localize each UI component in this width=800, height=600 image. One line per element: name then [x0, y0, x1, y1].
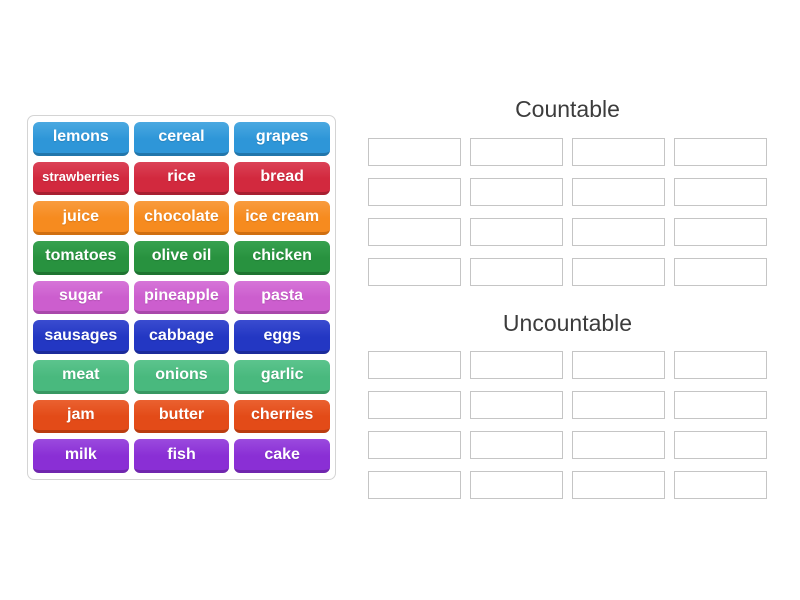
- tile-pineapple[interactable]: pineapple: [133, 280, 230, 315]
- tile-cake[interactable]: cake: [234, 439, 330, 473]
- tile-bread[interactable]: bread: [234, 161, 330, 196]
- tile-eggs[interactable]: eggs: [234, 320, 330, 354]
- uncountable-drop-slot[interactable]: [674, 391, 767, 419]
- uncountable-drop-slot[interactable]: [572, 431, 665, 459]
- countable-drop-slot[interactable]: [470, 138, 563, 166]
- uncountable-drop-slot[interactable]: [674, 431, 767, 459]
- tile-fish[interactable]: fish: [133, 439, 230, 473]
- countable-slot-grid: [368, 138, 767, 286]
- uncountable-drop-slot[interactable]: [572, 471, 665, 499]
- tile-sugar[interactable]: sugar: [33, 280, 129, 315]
- countable-drop-slot[interactable]: [470, 178, 563, 206]
- tile-milk[interactable]: milk: [33, 439, 129, 473]
- uncountable-drop-slot[interactable]: [368, 391, 461, 419]
- tile-cereal[interactable]: cereal: [133, 122, 230, 156]
- uncountable-drop-slot[interactable]: [572, 391, 665, 419]
- uncountable-drop-slot[interactable]: [470, 391, 563, 419]
- tile-rice[interactable]: rice: [133, 161, 230, 196]
- countable-drop-slot[interactable]: [572, 138, 665, 166]
- tile-board: lemons cereal grapes strawberries rice bread j…: [27, 115, 336, 480]
- countable-drop-slot[interactable]: [470, 218, 563, 246]
- countable-drop-slot[interactable]: [674, 258, 767, 286]
- countable-drop-slot[interactable]: [470, 258, 563, 286]
- tile-garlic[interactable]: garlic: [234, 359, 330, 394]
- countable-drop-slot[interactable]: [674, 218, 767, 246]
- tile-ice-cream[interactable]: ice cream: [234, 201, 330, 235]
- countable-drop-slot[interactable]: [572, 218, 665, 246]
- countable-drop-slot[interactable]: [572, 258, 665, 286]
- countable-drop-slot[interactable]: [674, 138, 767, 166]
- tile-pasta[interactable]: pasta: [234, 280, 330, 315]
- countable-drop-slot[interactable]: [572, 178, 665, 206]
- uncountable-drop-slot[interactable]: [368, 351, 461, 379]
- tile-olive-oil[interactable]: olive oil: [133, 240, 230, 275]
- tile-butter[interactable]: butter: [133, 399, 230, 434]
- tile-juice[interactable]: juice: [33, 201, 129, 235]
- tile-sausages[interactable]: sausages: [33, 320, 129, 354]
- tile-chocolate[interactable]: chocolate: [133, 201, 230, 235]
- uncountable-drop-slot[interactable]: [368, 471, 461, 499]
- tile-tomatoes[interactable]: tomatoes: [33, 240, 129, 275]
- uncountable-slot-grid: [368, 351, 767, 499]
- tile-onions[interactable]: onions: [133, 359, 230, 394]
- uncountable-drop-slot[interactable]: [470, 351, 563, 379]
- tile-meat[interactable]: meat: [33, 359, 129, 394]
- uncountable-drop-slot[interactable]: [470, 471, 563, 499]
- tile-grapes[interactable]: grapes: [234, 122, 330, 156]
- uncountable-drop-slot[interactable]: [572, 351, 665, 379]
- uncountable-drop-slot[interactable]: [470, 431, 563, 459]
- uncountable-drop-slot[interactable]: [674, 351, 767, 379]
- tile-cabbage[interactable]: cabbage: [133, 320, 230, 354]
- countable-drop-slot[interactable]: [368, 178, 461, 206]
- countable-drop-slot[interactable]: [368, 138, 461, 166]
- countable-drop-slot[interactable]: [368, 258, 461, 286]
- group-title-uncountable: Uncountable: [502, 310, 633, 336]
- countable-drop-slot[interactable]: [368, 218, 461, 246]
- tile-lemons[interactable]: lemons: [33, 122, 129, 156]
- countable-drop-slot[interactable]: [674, 178, 767, 206]
- tile-strawberries[interactable]: strawberries: [33, 161, 129, 196]
- tile-chicken[interactable]: chicken: [234, 240, 330, 275]
- tile-cherries[interactable]: cherries: [234, 399, 330, 434]
- group-title-countable: Countable: [515, 96, 620, 122]
- tile-jam[interactable]: jam: [33, 399, 129, 434]
- uncountable-drop-slot[interactable]: [368, 431, 461, 459]
- uncountable-drop-slot[interactable]: [674, 471, 767, 499]
